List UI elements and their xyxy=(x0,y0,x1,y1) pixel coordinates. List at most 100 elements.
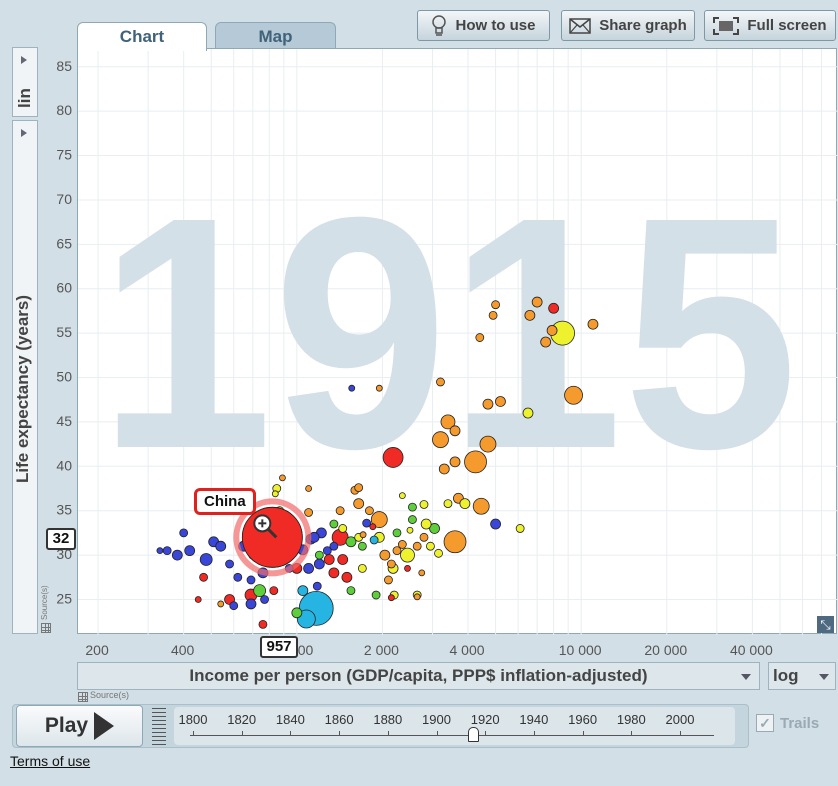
y-source-link[interactable]: Source(s) xyxy=(40,585,49,620)
trails-checkbox[interactable]: ✓ xyxy=(756,714,774,732)
bubble xyxy=(357,564,367,573)
timeline-tick xyxy=(631,731,633,735)
x-source-link[interactable]: Source(s) xyxy=(90,690,130,700)
bubble xyxy=(387,594,395,602)
bubble xyxy=(260,595,269,604)
x-tick-label: 400 xyxy=(171,642,195,658)
bubble xyxy=(369,523,377,531)
bubble xyxy=(546,325,558,336)
y-indicator-selector[interactable]: Life expectancy (years) xyxy=(12,120,38,634)
bubble xyxy=(156,547,164,555)
bubble xyxy=(495,396,506,407)
bubble xyxy=(564,385,583,405)
grid-icon[interactable] xyxy=(78,692,88,702)
bubble xyxy=(443,499,453,508)
x-tick-label: 2 000 xyxy=(364,642,399,658)
bubble xyxy=(459,498,471,509)
full-screen-label: Full screen xyxy=(747,17,827,34)
timeline-tick xyxy=(241,731,243,735)
bubble-china-top xyxy=(241,506,303,568)
x-scale-selector[interactable]: log xyxy=(768,662,836,690)
bubble xyxy=(184,545,196,557)
x-axis-title: Income per person (GDP/capita, PPP$ infl… xyxy=(189,666,648,685)
tab-map[interactable]: Map xyxy=(215,22,336,49)
lightbulb-icon xyxy=(432,14,447,36)
bubble xyxy=(418,569,426,577)
timeline-year: 1900 xyxy=(422,712,451,727)
bubble xyxy=(386,559,396,569)
bubble xyxy=(313,558,325,570)
bubble xyxy=(379,549,391,561)
y-tick-label: 70 xyxy=(56,191,72,207)
play-label: Play xyxy=(44,714,89,737)
country-label-china[interactable]: China xyxy=(194,488,256,515)
bubble xyxy=(365,506,374,516)
y-tick-label: 25 xyxy=(56,590,72,606)
bubble xyxy=(413,593,421,601)
trails-label: Trails xyxy=(780,714,820,732)
trails-toggle[interactable]: ✓ Trails xyxy=(756,714,819,732)
timeline-year: 1840 xyxy=(275,712,305,727)
bubble xyxy=(314,550,324,560)
terms-of-use-link[interactable]: Terms of use xyxy=(10,753,91,769)
timeline-year: 1940 xyxy=(519,712,549,727)
bubble xyxy=(432,431,449,449)
bubble xyxy=(341,571,353,583)
bubble xyxy=(531,296,543,308)
bubble xyxy=(258,619,268,629)
grid-icon[interactable] xyxy=(41,623,51,633)
tab-chart[interactable]: Chart xyxy=(77,22,207,51)
bubble xyxy=(199,572,208,582)
y-tick-label: 65 xyxy=(56,235,72,251)
bubble xyxy=(440,414,456,430)
speed-slider[interactable] xyxy=(152,708,166,746)
y-scale-selector[interactable]: lin xyxy=(12,47,38,117)
x-tick-label: 40 000 xyxy=(730,642,773,658)
full-screen-button[interactable]: Full screen xyxy=(704,10,836,41)
bubble xyxy=(392,528,402,538)
highlight-ring xyxy=(233,498,312,577)
y-tick-label: 35 xyxy=(56,502,72,518)
play-button[interactable]: Play xyxy=(16,705,143,747)
fullscreen-icon xyxy=(713,16,740,35)
bubble xyxy=(490,518,501,530)
x-tick-label: 10 000 xyxy=(559,642,602,658)
how-to-use-button[interactable]: How to use xyxy=(417,10,550,41)
bubble xyxy=(479,435,497,453)
bubble xyxy=(369,535,379,545)
bubble xyxy=(397,540,407,549)
bubble xyxy=(233,572,243,582)
x-tick-label: 200 xyxy=(85,642,109,658)
bubble xyxy=(472,497,490,515)
timeline-year: 1980 xyxy=(616,712,646,727)
resize-icon[interactable]: ⤡ xyxy=(817,616,834,633)
y-tick-label: 60 xyxy=(56,280,72,296)
timeline-tick xyxy=(387,731,389,735)
x-tick-label: 4 000 xyxy=(450,642,485,658)
bubble xyxy=(436,377,445,387)
bubble xyxy=(291,607,303,619)
y-tick-label: 80 xyxy=(56,102,72,118)
bubble xyxy=(297,585,309,597)
x-scale-label: log xyxy=(773,666,799,685)
bubble xyxy=(246,575,256,585)
timeline-thumb[interactable] xyxy=(468,727,480,742)
bubble xyxy=(362,518,372,528)
bubble xyxy=(162,546,172,556)
x-hover-value: 957 xyxy=(260,636,298,658)
x-indicator-selector[interactable]: Income per person (GDP/capita, PPP$ infl… xyxy=(77,662,760,690)
timeline-year: 1920 xyxy=(470,712,500,727)
timeline-tick xyxy=(485,731,487,735)
bubble xyxy=(305,485,313,492)
share-graph-button[interactable]: Share graph xyxy=(561,10,695,41)
play-icon xyxy=(94,712,115,740)
bubble xyxy=(354,483,364,493)
bubble xyxy=(199,553,213,566)
timeline-track[interactable] xyxy=(190,735,714,736)
bubble xyxy=(346,586,356,596)
bubble xyxy=(171,549,183,561)
bubble xyxy=(408,502,417,512)
y-tick-label: 75 xyxy=(56,147,72,163)
bubble xyxy=(449,456,461,468)
bubble xyxy=(279,474,286,482)
